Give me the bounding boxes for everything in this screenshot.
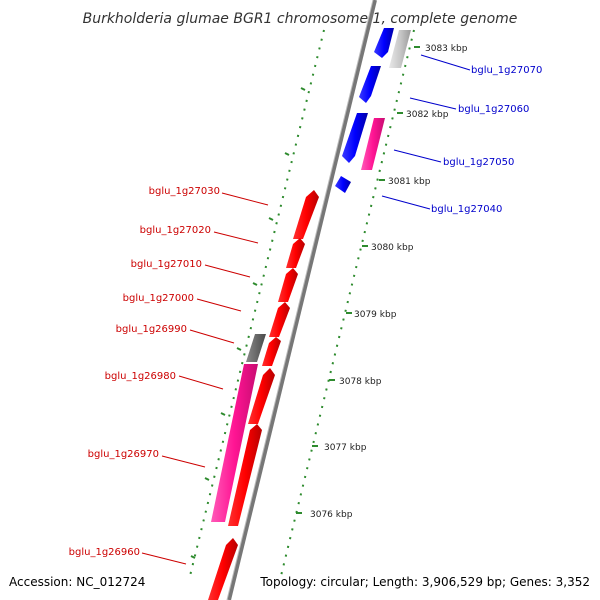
- kbp-labels: 3083 kbp 3082 kbp 3081 kbp 3080 kbp 3079…: [310, 44, 468, 520]
- kbp-label: 3076 kbp: [310, 510, 353, 520]
- kbp-label: 3077 kbp: [324, 443, 367, 453]
- gene-label-reverse[interactable]: bglu_1g26970: [88, 449, 159, 460]
- kbp-label: 3078 kbp: [339, 377, 382, 387]
- reverse-gene-labels: bglu_1g27030 bglu_1g27020 bglu_1g27010 b…: [69, 186, 269, 565]
- gene-arrow-bglu-1g27060[interactable]: [359, 66, 381, 103]
- forward-strand-features: [335, 28, 411, 193]
- accession-label: Accession: NC_012724: [9, 575, 145, 589]
- forward-gene-labels: bglu_1g27070 bglu_1g27060 bglu_1g27050 b…: [381, 54, 542, 215]
- gene-arrow-bglu-1g27010[interactable]: [278, 268, 298, 302]
- gene-label-reverse[interactable]: bglu_1g27020: [140, 225, 211, 236]
- kbp-label: 3083 kbp: [425, 44, 468, 54]
- gene-label-reverse[interactable]: bglu_1g26980: [105, 371, 176, 382]
- gene-arrow-bglu-1g27030[interactable]: [293, 190, 319, 239]
- gene-arrow-bglu-1g27000[interactable]: [269, 302, 290, 337]
- gene-arrow-bglu-1g26960[interactable]: [208, 538, 238, 600]
- topology-label: Topology: circular; Length: 3,906,529 bp…: [259, 575, 590, 589]
- map-title: Burkholderia glumae BGR1 chromosome 1, c…: [83, 11, 518, 27]
- gene-label-reverse[interactable]: bglu_1g27030: [149, 186, 220, 197]
- gene-arrow-bglu-1g26990-cds[interactable]: [262, 337, 281, 366]
- gene-label-forward[interactable]: bglu_1g27060: [458, 104, 529, 115]
- gene-label-reverse[interactable]: bglu_1g27000: [123, 293, 194, 304]
- kbp-label: 3082 kbp: [406, 110, 449, 120]
- gene-label-reverse[interactable]: bglu_1g26960: [69, 547, 140, 558]
- gene-arrow-bglu-1g27020[interactable]: [286, 238, 305, 268]
- gene-arrow-bglu-1g27040[interactable]: [335, 176, 351, 193]
- kbp-tick-marks: [296, 46, 420, 514]
- gene-label-forward[interactable]: bglu_1g27040: [431, 204, 502, 215]
- gene-arrow-bglu-1g26970[interactable]: [228, 424, 262, 526]
- gene-label-forward[interactable]: bglu_1g27050: [443, 157, 514, 168]
- gene-arrow-bglu-1g26980[interactable]: [248, 368, 275, 424]
- kbp-label: 3079 kbp: [354, 310, 397, 320]
- gene-label-reverse[interactable]: bglu_1g26990: [116, 324, 187, 335]
- kbp-label: 3080 kbp: [371, 243, 414, 253]
- gene-label-forward[interactable]: bglu_1g27070: [471, 65, 542, 76]
- chromosome-backbone: [226, 0, 377, 600]
- rna-bar-bglu-1g27050[interactable]: [361, 118, 385, 170]
- gene-arrow-bglu-1g27050[interactable]: [342, 113, 368, 163]
- gene-label-reverse[interactable]: bglu_1g27010: [131, 259, 202, 270]
- reverse-strand-features: [208, 190, 319, 600]
- gene-pseudo-bglu-1g26990[interactable]: [246, 334, 266, 362]
- gene-arrow-bglu-1g27070[interactable]: [374, 28, 394, 58]
- kbp-label: 3081 kbp: [388, 177, 431, 187]
- rna-bar-bglu-1g26980[interactable]: [211, 364, 258, 522]
- rna-bar-bglu-1g27070[interactable]: [389, 30, 411, 68]
- outer-tick-marks: [190, 87, 306, 559]
- outer-dotted-track: [188, 29, 325, 581]
